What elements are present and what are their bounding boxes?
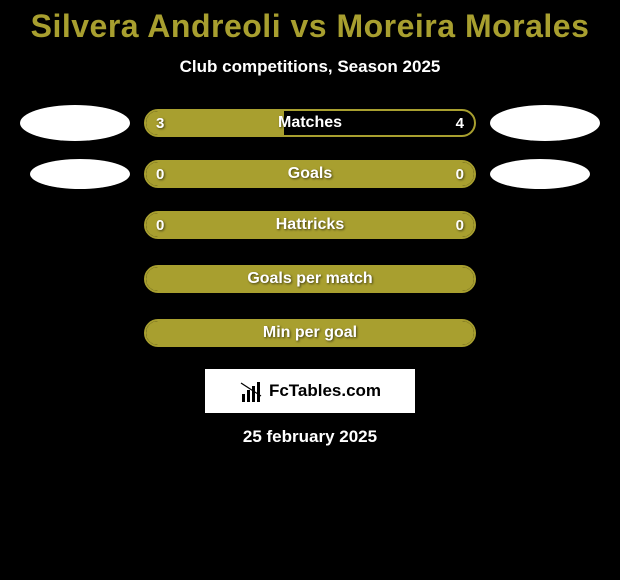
stat-bar: Min per goal: [144, 319, 476, 347]
spacer: [20, 315, 130, 351]
stat-bar: 34Matches: [144, 109, 476, 137]
player-avatar-left: [20, 105, 130, 141]
stat-label: Hattricks: [146, 213, 474, 237]
spacer: [490, 261, 600, 297]
logo-box: FcTables.com: [205, 369, 415, 413]
spacer: [20, 261, 130, 297]
spacer: [490, 315, 600, 351]
logo-text: FcTables.com: [269, 381, 381, 401]
stat-label: Goals: [146, 162, 474, 186]
bar-chart-icon: [239, 380, 265, 402]
stat-label: Min per goal: [146, 321, 474, 345]
player-avatar-right: [490, 105, 600, 141]
stat-row: 00Goals: [0, 159, 620, 189]
spacer: [20, 207, 130, 243]
stat-row: Min per goal: [0, 315, 620, 351]
stat-label: Goals per match: [146, 267, 474, 291]
stat-row: Goals per match: [0, 261, 620, 297]
stat-label: Matches: [146, 111, 474, 135]
player-avatar-right: [490, 159, 590, 189]
spacer: [490, 207, 600, 243]
stat-row: 34Matches: [0, 105, 620, 141]
subtitle: Club competitions, Season 2025: [0, 57, 620, 77]
stat-row: 00Hattricks: [0, 207, 620, 243]
player-avatar-left: [30, 159, 130, 189]
stat-bar: 00Goals: [144, 160, 476, 188]
stat-rows: 34Matches 00Goals 00Hattricks Goals per mat…: [0, 105, 620, 351]
date-label: 25 february 2025: [0, 427, 620, 447]
comparison-card: Silvera Andreoli vs Moreira Morales Club…: [0, 0, 620, 447]
page-title: Silvera Andreoli vs Moreira Morales: [0, 8, 620, 45]
stat-bar: Goals per match: [144, 265, 476, 293]
logo: FcTables.com: [239, 380, 381, 402]
stat-bar: 00Hattricks: [144, 211, 476, 239]
